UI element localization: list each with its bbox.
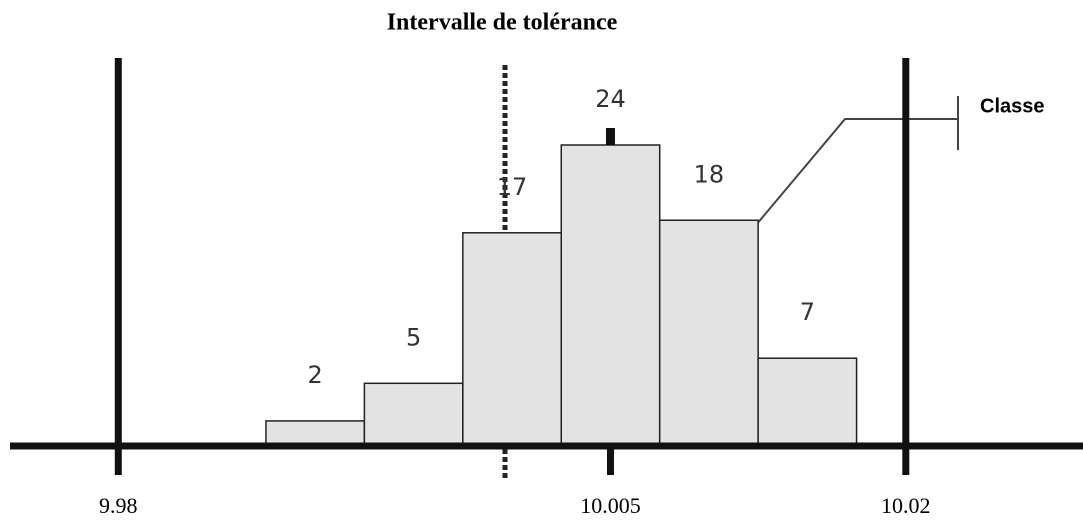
bar xyxy=(462,232,563,447)
count-label: 5 xyxy=(406,323,421,351)
bar xyxy=(757,357,858,447)
count-label: 18 xyxy=(694,160,725,188)
x-tick-label: 10.005 xyxy=(580,493,641,518)
count-label: 7 xyxy=(800,298,815,326)
count-label: 2 xyxy=(308,361,323,389)
leader-line xyxy=(729,118,958,257)
count-label: 24 xyxy=(595,85,626,113)
x-tick-label: 9.98 xyxy=(99,493,138,518)
bar xyxy=(363,382,464,447)
chart-title: Intervalle de tolérance xyxy=(387,10,618,36)
count-label: 17 xyxy=(497,173,528,201)
bar xyxy=(560,144,661,447)
annotation: Classe xyxy=(980,95,1045,117)
bar xyxy=(265,420,366,447)
bar xyxy=(658,219,759,447)
x-tick-label: 10.02 xyxy=(881,493,931,518)
